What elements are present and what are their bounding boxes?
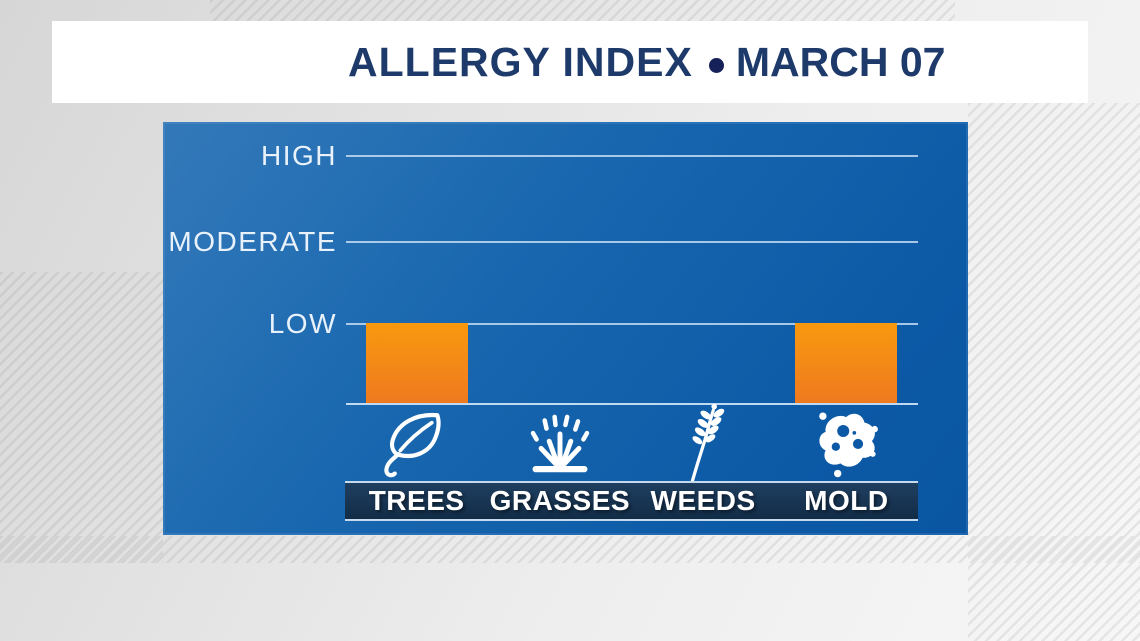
bar-trees xyxy=(365,323,468,403)
chart-panel: HIGH MODERATE LOW xyxy=(163,122,968,535)
category-label-grasses: GRASSES xyxy=(489,485,631,516)
gridline-moderate xyxy=(346,241,918,243)
category-label-trees: TREES xyxy=(368,485,465,516)
weed-icon xyxy=(632,403,775,485)
plot-area xyxy=(345,122,918,403)
header-banner: ALLERGY INDEX MARCH 07 xyxy=(52,21,1088,103)
mold-icon xyxy=(775,404,918,482)
bg-stripes-right xyxy=(968,103,1140,641)
page-title: ALLERGY INDEX xyxy=(348,38,693,85)
y-axis-label-high: HIGH xyxy=(261,140,337,171)
y-axis-label-low: LOW xyxy=(268,308,337,339)
leaf-icon xyxy=(345,404,488,482)
bg-stripes-bottom xyxy=(0,536,1140,563)
axis-baseline xyxy=(346,403,918,405)
header-date: MARCH 07 xyxy=(735,38,946,85)
category-icons-row xyxy=(345,403,918,485)
bg-stripes-left xyxy=(0,272,163,563)
gridline-low xyxy=(346,323,918,325)
y-axis-label-moderate: MODERATE xyxy=(168,226,337,257)
bullet-separator-icon xyxy=(708,57,724,73)
category-label-mold: MOLD xyxy=(804,485,889,516)
gridline-high xyxy=(346,155,918,157)
category-label-strip: TREES GRASSES WEEDS MOLD xyxy=(345,481,918,521)
bar-mold xyxy=(795,323,898,403)
category-label-weeds: WEEDS xyxy=(650,485,756,516)
bg-stripes-top xyxy=(210,0,955,21)
grass-icon xyxy=(488,404,631,482)
